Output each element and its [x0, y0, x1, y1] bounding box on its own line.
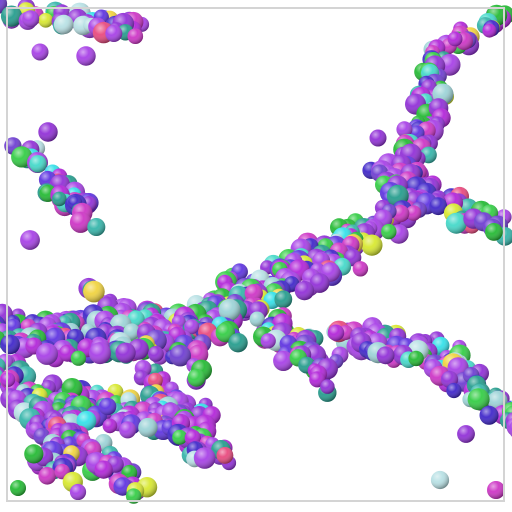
sphere-shading — [10, 480, 26, 496]
sphere-shading — [31, 43, 49, 61]
sphere-shading — [447, 31, 463, 47]
sphere-shading — [260, 333, 276, 349]
frame-border — [6, 7, 505, 502]
sphere-shading — [70, 350, 86, 366]
sphere-shading — [273, 350, 294, 371]
sphere-shading — [376, 346, 395, 365]
sphere-shading — [479, 405, 499, 425]
sphere-shading — [352, 261, 369, 277]
sphere-shading — [482, 23, 497, 38]
sphere-shading — [125, 488, 142, 504]
sphere-shading — [148, 372, 163, 388]
sphere-shading — [396, 121, 413, 138]
sphere-shading — [327, 324, 345, 341]
sphere-shading — [430, 470, 450, 490]
sphere-shading — [76, 46, 96, 66]
sphere-shading — [446, 382, 462, 399]
sphere-shading — [320, 379, 335, 394]
sphere-shading — [53, 14, 74, 35]
sphere-shading — [102, 418, 118, 434]
sphere-shading — [445, 212, 467, 234]
sphere-shading — [309, 273, 330, 293]
sphere-shading — [148, 346, 164, 362]
sphere-shading — [0, 0, 8, 14]
sphere-shading — [38, 12, 53, 28]
sphere-shading — [138, 417, 158, 438]
sphere-shading — [485, 223, 503, 241]
sphere-shading — [467, 388, 490, 411]
sphere-shading — [184, 319, 200, 335]
sphere-shading — [509, 421, 512, 437]
sphere-shading — [98, 397, 117, 416]
sphere-shading — [169, 344, 191, 367]
sphere-shading — [76, 410, 97, 431]
sphere-shading — [22, 10, 40, 28]
sphere-shading — [52, 191, 67, 207]
sphere-shading — [36, 342, 58, 365]
sphere-shading — [38, 122, 58, 142]
sphere-shading — [127, 28, 144, 44]
sphere-shading — [29, 155, 47, 173]
sphere-shading — [11, 146, 33, 168]
sphere-shading — [249, 311, 265, 327]
sphere-shading — [20, 230, 40, 250]
sphere-shading — [94, 460, 113, 479]
sphere-shading — [216, 447, 234, 464]
sphere-shading — [294, 280, 315, 301]
sphere-shading — [218, 299, 241, 321]
sphere-shading — [69, 211, 92, 233]
sphere-shading — [69, 483, 87, 501]
sphere-shading — [187, 368, 206, 387]
sphere-shading — [429, 197, 448, 216]
sphere-shading — [228, 333, 248, 353]
sphere-shading — [405, 205, 422, 221]
sphere-shading — [369, 129, 387, 147]
sphere-shading — [457, 425, 475, 443]
sphere-shading — [0, 334, 20, 355]
sphere-shading — [83, 280, 105, 303]
sphere-shading — [487, 481, 505, 499]
sphere-shading — [38, 467, 56, 485]
sphere-shading — [119, 421, 137, 439]
sphere-shading — [408, 350, 424, 367]
sphere-shading — [87, 218, 106, 236]
sphere-shading — [381, 223, 397, 240]
sphere-shading — [115, 342, 136, 363]
sphere-shading — [89, 342, 111, 365]
sphere-shading — [105, 25, 123, 42]
sphere-shading — [193, 447, 216, 469]
sphere-shading — [274, 290, 293, 309]
sphere-shading — [361, 234, 383, 256]
sphere-shading — [172, 429, 188, 445]
sphere-shading — [24, 444, 44, 464]
